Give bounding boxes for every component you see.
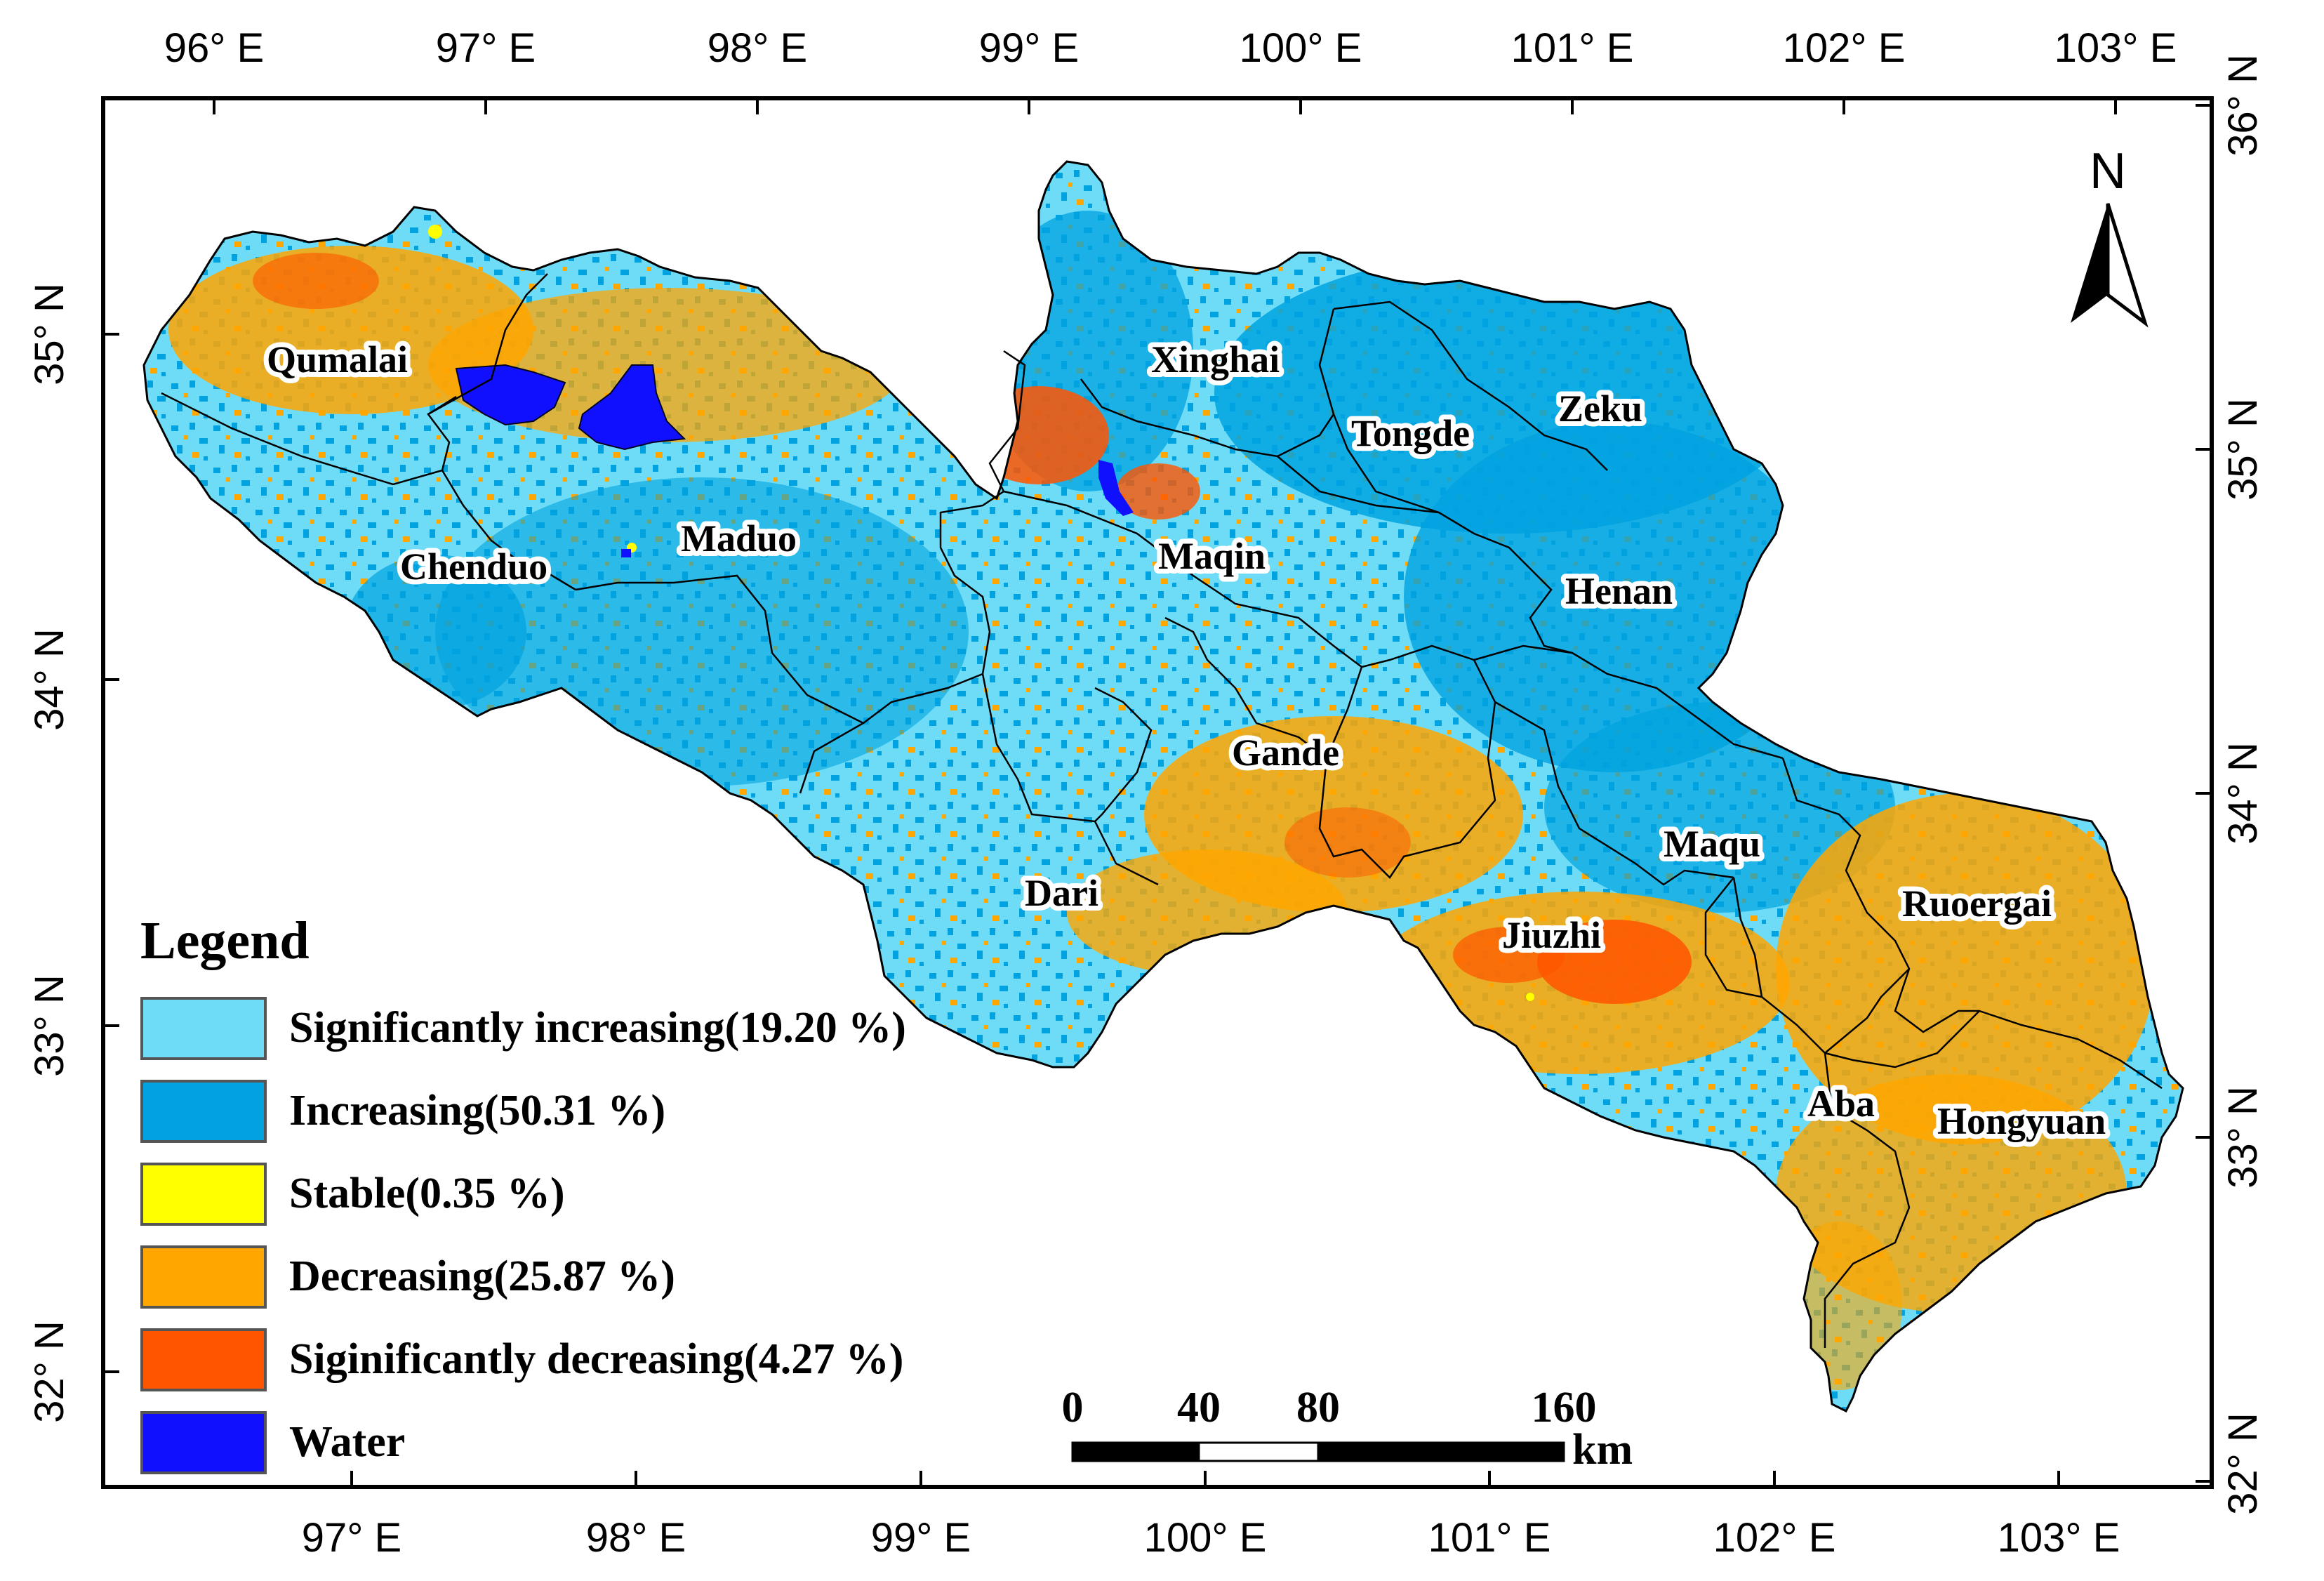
county-label-aba: Aba bbox=[1807, 1083, 1875, 1125]
legend-item-label: Increasing(50.31 %) bbox=[289, 1087, 665, 1135]
reservoir bbox=[1098, 460, 1134, 516]
scale-label-40: 40 bbox=[1177, 1384, 1221, 1431]
legend-item-label: Water bbox=[289, 1418, 405, 1466]
top-lon-label: 100° E bbox=[1240, 25, 1362, 71]
scale-segment-2 bbox=[1197, 1441, 1320, 1462]
legend-title: Legend bbox=[140, 911, 310, 970]
left-latitude-labels: 35° N 34° N 33° N 32° N bbox=[27, 283, 72, 1423]
right-lat-label: 35° N bbox=[2220, 398, 2266, 501]
bottom-lon-label: 101° E bbox=[1428, 1515, 1551, 1561]
left-lat-label: 34° N bbox=[27, 628, 72, 731]
top-lon-label: 102° E bbox=[1783, 25, 1906, 71]
basin-outline bbox=[142, 160, 2184, 1413]
county-label-maqin: Maqin bbox=[1158, 535, 1266, 577]
bottom-longitude-labels: 97° E 98° E 99° E 100° E 101° E 102° E 1… bbox=[302, 1515, 2120, 1561]
legend-swatch bbox=[140, 1328, 267, 1391]
county-label-maduo: Maduo bbox=[681, 517, 797, 560]
top-longitude-labels: 96° E 97° E 98° E 99° E 100° E 101° E 10… bbox=[164, 25, 2177, 71]
county-label-xinghai: Xinghai bbox=[1151, 338, 1280, 381]
lake-gyaring bbox=[455, 364, 566, 426]
top-lon-label: 98° E bbox=[708, 25, 808, 71]
right-lat-label: 32° N bbox=[2220, 1413, 2266, 1515]
legend-swatch bbox=[140, 1080, 267, 1143]
scale-bar: 0 40 80 160 km bbox=[1062, 1384, 1633, 1474]
left-lat-label: 33° N bbox=[27, 974, 72, 1077]
legend-item-label: Decreasing(25.87 %) bbox=[289, 1252, 675, 1300]
legend-item-label: Significantly increasing(19.20 %) bbox=[289, 1004, 906, 1052]
lake-ngoring bbox=[578, 364, 686, 451]
top-lon-label: 97° E bbox=[436, 25, 536, 71]
county-label-ruoergai: Ruoergai bbox=[1902, 882, 2052, 925]
county-label-dari: Dari bbox=[1025, 872, 1098, 914]
legend-swatch bbox=[140, 1163, 267, 1226]
north-arrow-label: N bbox=[2090, 143, 2126, 199]
legend-swatch bbox=[140, 1245, 267, 1309]
right-lat-label: 33° N bbox=[2220, 1086, 2266, 1189]
bottom-lon-label: 97° E bbox=[302, 1515, 402, 1561]
top-lon-label: 101° E bbox=[1511, 25, 1634, 71]
graticule-ticks bbox=[103, 98, 2212, 1487]
top-lon-label: 99° E bbox=[979, 25, 1080, 71]
top-lon-label: 103° E bbox=[2054, 25, 2177, 71]
scale-label-0: 0 bbox=[1062, 1384, 1084, 1431]
small-lake bbox=[621, 549, 631, 557]
scale-label-160: 160 bbox=[1532, 1384, 1597, 1431]
right-latitude-labels: 36° N 35° N 34° N 33° N 32° N bbox=[2220, 54, 2266, 1515]
county-label-hongyuan: Hongyuan bbox=[1937, 1100, 2106, 1142]
county-label-chenduo: Chenduo bbox=[400, 545, 547, 588]
right-lat-label: 34° N bbox=[2220, 742, 2266, 845]
right-lat-label: 36° N bbox=[2220, 54, 2266, 157]
left-lat-label: 32° N bbox=[27, 1321, 72, 1423]
county-label-tongde: Tongde bbox=[1351, 412, 1470, 454]
scale-segment-3 bbox=[1317, 1441, 1565, 1462]
county-label-maqu: Maqu bbox=[1664, 823, 1760, 865]
top-lon-label: 96° E bbox=[164, 25, 265, 71]
county-boundaries bbox=[161, 273, 2163, 1348]
bottom-lon-label: 99° E bbox=[871, 1515, 971, 1561]
legend-item-label: Stable(0.35 %) bbox=[289, 1170, 565, 1217]
scale-segment-1 bbox=[1071, 1441, 1200, 1462]
bottom-lon-label: 102° E bbox=[1713, 1515, 1836, 1561]
legend-swatch bbox=[140, 1411, 267, 1474]
bottom-lon-label: 98° E bbox=[586, 1515, 686, 1561]
county-label-zeku: Zeku bbox=[1558, 388, 1642, 430]
legend: Legend Significantly increasing(19.20 %)… bbox=[140, 911, 906, 1474]
county-label-jiuzhi: Jiuzhi bbox=[1502, 914, 1601, 956]
county-label-henan: Henan bbox=[1565, 570, 1673, 612]
county-labels: Qumalai Xinghai Tongde Zeku Maduo Chendu… bbox=[262, 333, 2111, 1147]
left-lat-label: 35° N bbox=[27, 283, 72, 385]
scale-unit: km bbox=[1572, 1426, 1633, 1474]
county-label-gande: Gande bbox=[1232, 732, 1339, 774]
bottom-lon-label: 100° E bbox=[1144, 1515, 1267, 1561]
county-label-qumalai: Qumalai bbox=[267, 338, 408, 381]
legend-item-label: Siginificantly decreasing(4.27 %) bbox=[289, 1335, 903, 1383]
north-arrow: N bbox=[2071, 143, 2149, 328]
bottom-lon-label: 103° E bbox=[1998, 1515, 2120, 1561]
legend-swatch bbox=[140, 997, 267, 1060]
scale-label-80: 80 bbox=[1296, 1384, 1340, 1431]
